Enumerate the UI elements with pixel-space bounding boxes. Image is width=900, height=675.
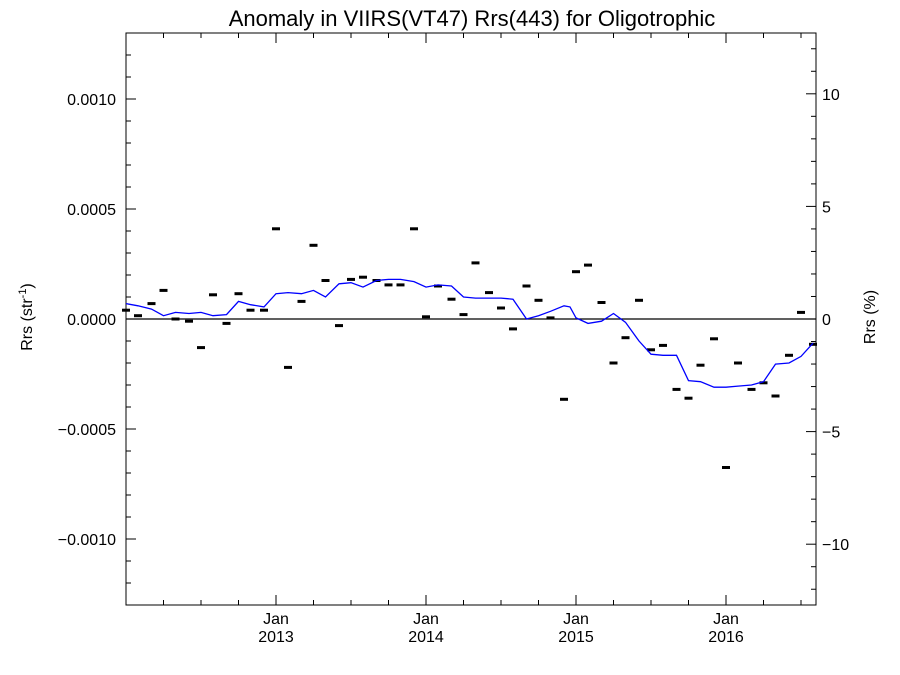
anomaly-marker (647, 348, 655, 352)
anomaly-marker (609, 361, 618, 365)
chart-title: Anomaly in VIIRS(VT47) Rrs(443) for Olig… (229, 6, 716, 31)
anomaly-marker (447, 297, 456, 301)
anomaly-marker (134, 314, 142, 318)
right-tick-label: 5 (822, 199, 831, 216)
anomaly-marker (396, 283, 405, 287)
anomaly-marker (785, 353, 793, 357)
blue-trend-line (125, 278, 814, 388)
anomaly-marker (572, 270, 580, 274)
x-tick-label-year: 2014 (408, 629, 444, 646)
anomaly-marker (234, 292, 243, 296)
anomaly-marker (335, 324, 343, 328)
y-axis-label-close: ) (19, 283, 36, 288)
anomaly-marker (584, 263, 592, 267)
anomaly-marker (522, 284, 531, 288)
right-tick-label: 10 (822, 87, 840, 104)
y-axis-label-main: Rrs (str (19, 298, 36, 351)
anomaly-marker (509, 327, 517, 331)
anomaly-marker (272, 227, 280, 231)
right-y-axis: 10 5 0 −5 −10 (806, 48, 849, 590)
anomaly-marker (672, 387, 681, 391)
anomaly-marker (159, 288, 168, 292)
left-y-axis: 0.0010 0.0005 0.0000 −0.0005 −0.0010 (58, 32, 136, 606)
anomaly-marker (809, 342, 817, 346)
anomaly-marker (359, 275, 367, 279)
anomaly-marker (635, 298, 643, 302)
anomaly-marker (696, 363, 705, 367)
x-tick-label-year: 2015 (558, 629, 594, 646)
anomaly-marker (560, 397, 568, 401)
x-tick-label-month: Jan (713, 611, 739, 628)
series-layer (122, 227, 817, 469)
anomaly-marker (471, 261, 480, 265)
y-axis-label-sup: -1 (17, 289, 29, 299)
left-tick-label: −0.0005 (58, 422, 116, 439)
anomaly-marker (122, 308, 130, 312)
anomaly-marker (734, 361, 742, 365)
left-tick-label: 0.0005 (67, 202, 116, 219)
anomaly-marker (185, 319, 193, 323)
anomaly-marker (684, 396, 693, 400)
anomaly-marker (497, 306, 505, 310)
anomaly-marker (485, 291, 493, 295)
left-tick-label: 0.0000 (67, 312, 116, 329)
anomaly-marker (434, 284, 442, 288)
x-tick-label-year: 2016 (708, 629, 744, 646)
right-tick-label: −10 (822, 537, 849, 554)
anomaly-marker (347, 277, 355, 281)
x-tick-label-month: Jan (413, 611, 439, 628)
anomaly-marker (147, 302, 156, 306)
x-tick-label-month: Jan (563, 611, 589, 628)
right-tick-label: 0 (822, 312, 831, 329)
x-tick-label-month: Jan (263, 611, 289, 628)
left-tick-label: 0.0010 (67, 92, 116, 109)
anomaly-marker (297, 299, 306, 303)
anomaly-marker (321, 279, 330, 282)
anomaly-marker (309, 243, 318, 247)
anomaly-marker (422, 315, 430, 319)
anomaly-marker (209, 293, 217, 297)
anomaly-marker (710, 337, 718, 341)
anomaly-marker (171, 317, 180, 321)
left-tick-label: −0.0010 (58, 532, 116, 549)
y-axis-label: Rrs (str-1) (17, 283, 36, 351)
anomaly-marker (384, 283, 393, 287)
anomaly-marker (546, 316, 555, 320)
anomaly-marker (534, 298, 543, 302)
anomaly-marker (621, 336, 630, 340)
anomaly-marker (771, 394, 780, 398)
y2-axis-label: Rrs (%) (862, 290, 879, 344)
anomaly-marker (759, 381, 768, 385)
anomaly-marker (659, 343, 667, 347)
anomaly-marker (284, 365, 292, 369)
anomaly-marker (597, 301, 606, 304)
anomaly-marker (197, 346, 205, 350)
anomaly-marker (747, 387, 756, 391)
anomaly-marker (722, 466, 730, 469)
anomaly-marker (459, 313, 468, 317)
right-tick-label: −5 (822, 425, 840, 442)
anomaly-marker (410, 227, 418, 231)
x-tick-label-year: 2013 (258, 629, 294, 646)
anomaly-marker (246, 308, 255, 312)
anomaly-marker (222, 321, 231, 325)
anomaly-marker (797, 310, 805, 314)
anomaly-marker (260, 308, 268, 312)
